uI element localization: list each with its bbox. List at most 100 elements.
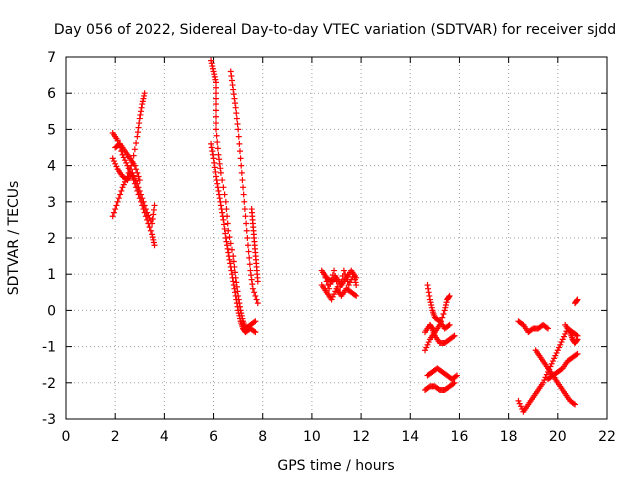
data-point	[230, 282, 237, 289]
x-tick-label: 2	[111, 429, 120, 445]
data-point	[133, 139, 140, 146]
data-point	[328, 296, 335, 303]
data-point	[232, 104, 239, 111]
data-point	[141, 90, 148, 97]
data-point	[427, 299, 434, 306]
data-point	[214, 145, 221, 152]
data-point	[217, 202, 224, 209]
series-arc-2c	[227, 68, 261, 307]
data-point	[243, 227, 250, 234]
series-arc-2d	[248, 206, 261, 285]
x-tick-label: 10	[303, 429, 321, 445]
data-point	[562, 330, 569, 337]
data-point	[445, 322, 452, 329]
data-point	[221, 191, 228, 198]
data-point	[239, 177, 246, 184]
data-point	[252, 292, 259, 299]
data-point	[322, 274, 329, 281]
data-point	[442, 304, 449, 311]
x-tick-label: 16	[451, 429, 469, 445]
data-point	[557, 341, 564, 348]
data-point	[136, 120, 143, 127]
data-point	[237, 155, 244, 162]
x-tick-label: 14	[401, 429, 419, 445]
y-tick-label: 3	[47, 195, 56, 211]
data-point	[225, 253, 232, 260]
data-point	[231, 95, 238, 102]
data-point	[453, 372, 460, 379]
data-point	[331, 291, 338, 298]
data-point	[228, 246, 235, 253]
data-point	[332, 273, 339, 280]
data-point	[214, 180, 221, 187]
data-point	[137, 111, 144, 118]
data-point	[228, 73, 235, 80]
grid-lines	[66, 57, 607, 419]
data-point	[252, 329, 259, 336]
data-point	[238, 162, 245, 169]
data-point	[549, 358, 556, 365]
data-point	[213, 177, 220, 184]
data-point	[135, 124, 142, 131]
data-point	[136, 177, 143, 184]
data-point	[251, 289, 258, 296]
data-point	[208, 57, 215, 64]
data-point	[224, 220, 231, 227]
data-point	[450, 380, 457, 387]
data-point	[425, 285, 432, 292]
data-point	[112, 206, 119, 213]
data-point	[236, 140, 243, 147]
data-point	[136, 115, 143, 122]
data-point	[130, 172, 137, 179]
data-point	[227, 260, 234, 267]
series-arc-5d	[544, 350, 581, 383]
data-point	[335, 289, 342, 296]
data-point	[425, 289, 432, 296]
data-point	[209, 65, 216, 72]
data-point	[222, 230, 229, 237]
data-point	[251, 328, 258, 335]
data-point	[134, 180, 141, 187]
data-point	[329, 293, 336, 300]
data-point	[212, 76, 219, 83]
data-point	[560, 333, 567, 340]
data-point	[213, 113, 220, 120]
data-point	[428, 324, 435, 331]
data-point	[559, 336, 566, 343]
series-arc-3c	[321, 267, 360, 296]
data-point	[150, 211, 157, 218]
data-point	[141, 202, 148, 209]
data-point	[347, 279, 354, 286]
data-point	[342, 271, 349, 278]
data-point	[220, 216, 227, 223]
data-point	[114, 137, 121, 144]
data-point	[241, 198, 248, 205]
data-point	[134, 133, 141, 140]
y-tick-label: 0	[47, 303, 56, 319]
data-point	[115, 195, 122, 202]
data-point	[213, 126, 220, 133]
data-point	[218, 206, 225, 213]
series-arc-5c	[532, 347, 579, 408]
data-point	[140, 95, 147, 102]
data-point	[249, 285, 256, 292]
data-point	[113, 202, 120, 209]
data-point	[213, 95, 220, 102]
data-point	[124, 162, 131, 169]
data-point	[343, 274, 350, 281]
data-point	[131, 146, 138, 153]
series-arc-1d	[112, 140, 143, 184]
data-point	[142, 206, 149, 213]
data-point	[548, 360, 555, 367]
data-point	[241, 206, 248, 213]
x-tick-label: 20	[549, 429, 567, 445]
series-arc-4b	[422, 379, 458, 394]
data-point	[211, 164, 218, 171]
data-point	[150, 206, 157, 213]
data-point	[226, 234, 233, 241]
data-point	[208, 140, 215, 147]
data-point	[211, 71, 218, 78]
data-point	[214, 139, 221, 146]
data-point	[238, 169, 245, 176]
